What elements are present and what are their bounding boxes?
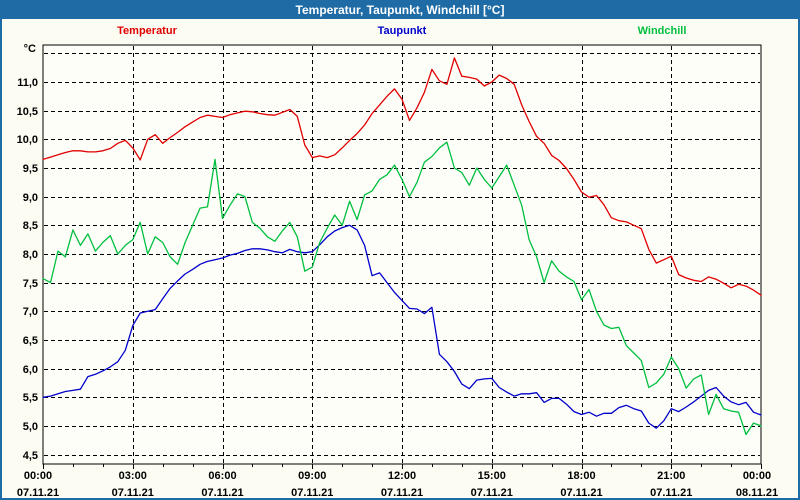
x-axis-ticks — [43, 464, 762, 469]
svg-text:07.11.21: 07.11.21 — [112, 487, 154, 498]
svg-text:00:00: 00:00 — [24, 470, 52, 482]
gridlines — [44, 46, 760, 463]
svg-text:07.11.21: 07.11.21 — [471, 487, 513, 498]
x-axis-labels: 00:00 07.11.21 03:00 07.11.21 06:00 07.11.21 0… — [17, 470, 778, 498]
legend-item-taupunkt: Taupunkt — [377, 25, 427, 37]
svg-text:11,0: 11,0 — [17, 77, 38, 89]
svg-text:07.11.21: 07.11.21 — [560, 487, 602, 498]
svg-text:21:00: 21:00 — [657, 470, 685, 482]
svg-text:08.11.21: 08.11.21 — [736, 487, 778, 498]
series-line-taupunkt — [42, 224, 762, 429]
series-line-temperatur — [42, 57, 762, 296]
svg-text:8,0: 8,0 — [23, 249, 38, 261]
svg-text:00:00: 00:00 — [743, 470, 771, 482]
svg-text:09:00: 09:00 — [298, 470, 326, 482]
svg-text:12:00: 12:00 — [388, 470, 416, 482]
svg-text:07.11.21: 07.11.21 — [201, 487, 243, 498]
legend-item-temperatur: Temperatur — [117, 25, 177, 37]
svg-text:4,5: 4,5 — [23, 450, 38, 462]
svg-text:6,0: 6,0 — [23, 364, 38, 376]
svg-text:07.11.21: 07.11.21 — [291, 487, 333, 498]
svg-text:15:00: 15:00 — [478, 470, 506, 482]
svg-text:9,5: 9,5 — [23, 163, 38, 175]
series-line-windchill — [42, 141, 762, 436]
svg-text:8,5: 8,5 — [23, 220, 38, 232]
svg-text:07.11.21: 07.11.21 — [381, 487, 423, 498]
svg-text:10,0: 10,0 — [17, 134, 38, 146]
svg-text:5,0: 5,0 — [23, 421, 38, 433]
svg-text:7,0: 7,0 — [23, 306, 38, 318]
svg-text:06:00: 06:00 — [208, 470, 236, 482]
y-axis-unit-label: °C — [24, 43, 36, 55]
svg-text:9,0: 9,0 — [23, 192, 38, 204]
svg-text:7,5: 7,5 — [23, 278, 38, 290]
y-axis-labels: 4,5 5,0 5,5 6,0 6,5 7,0 7,5 8,0 8,5 9,0 9,5 10,0 10,… — [17, 77, 38, 462]
svg-text:07.11.21: 07.11.21 — [17, 487, 59, 498]
svg-text:10,5: 10,5 — [17, 106, 38, 118]
svg-text:5,5: 5,5 — [23, 392, 38, 404]
svg-text:6,5: 6,5 — [23, 335, 38, 347]
legend-item-windchill: Windchill — [637, 25, 687, 37]
svg-text:03:00: 03:00 — [119, 470, 147, 482]
window-title: Temperatur, Taupunkt, Windchill [°C] — [2, 2, 798, 19]
svg-text:18:00: 18:00 — [567, 470, 595, 482]
svg-text:07.11.21: 07.11.21 — [650, 487, 692, 498]
